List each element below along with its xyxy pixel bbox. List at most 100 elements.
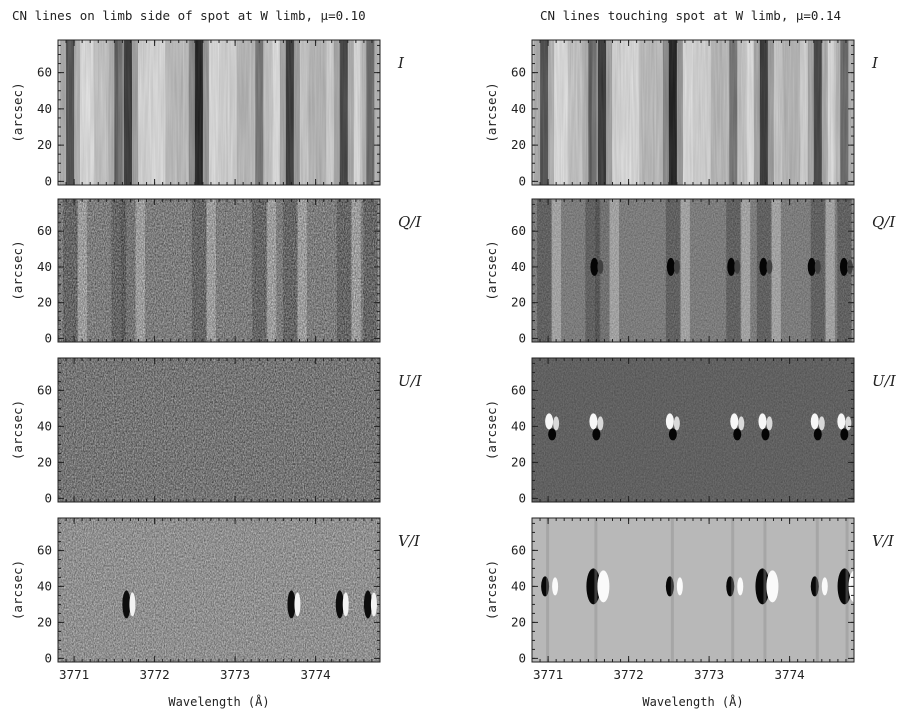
x-tick-label: 3772	[614, 667, 644, 682]
panel-label: I	[397, 54, 405, 72]
spectral-image	[58, 358, 380, 502]
y-tick-label: 40	[37, 418, 52, 433]
v-signature	[837, 568, 852, 605]
y-tick-label: 20	[511, 295, 526, 310]
y-tick-label: 0	[518, 650, 526, 665]
panel-u-i: 0 20 40 60 (arcsec) U/I	[484, 357, 897, 505]
y-axis-label: (arcsec)	[10, 560, 25, 620]
y-tick-label: 20	[511, 454, 526, 469]
x-tick-label: 3774	[775, 667, 805, 682]
x-tick-label: 3772	[140, 667, 170, 682]
panel-label: Q/I	[872, 213, 896, 231]
zeeman-signature	[837, 413, 846, 430]
panel-label: Q/I	[398, 213, 422, 231]
y-axis-label: (arcsec)	[484, 82, 499, 142]
x-axis-label: Wavelength (Å)	[642, 694, 743, 709]
y-axis-label: (arcsec)	[10, 240, 25, 300]
x-tick-label: 3771	[533, 667, 563, 682]
v-signature	[122, 590, 131, 619]
panel-u-i: 0 20 40 60 (arcsec) U/I	[10, 357, 423, 505]
y-tick-label: 0	[518, 173, 526, 188]
y-tick-label: 40	[511, 578, 526, 593]
y-tick-label: 60	[37, 223, 52, 238]
zeeman-signature	[590, 257, 599, 276]
x-tick-label: 3774	[301, 667, 331, 682]
y-tick-label: 40	[511, 101, 526, 116]
y-tick-label: 40	[511, 418, 526, 433]
zeeman-signature	[807, 257, 816, 276]
y-tick-label: 20	[37, 454, 52, 469]
zeeman-signature	[727, 257, 736, 276]
panel-i: 0 20 40 60 (arcsec) I	[10, 39, 405, 188]
panel-v-i: 0 20 40 60 3771 3772 3773 3774 (arcsec) V/I	[10, 517, 421, 682]
spectral-image	[532, 358, 854, 502]
zeeman-signature	[758, 413, 767, 430]
y-tick-label: 20	[511, 614, 526, 629]
y-axis-label: (arcsec)	[10, 400, 25, 460]
zeeman-signature	[759, 257, 768, 276]
zeeman-signature	[666, 257, 675, 276]
y-tick-label: 60	[511, 382, 526, 397]
y-tick-label: 20	[37, 614, 52, 629]
zeeman-signature	[839, 257, 848, 276]
zeeman-signature	[810, 413, 819, 430]
v-signature	[726, 576, 735, 597]
panel-v-i: 0 20 40 60 3771 3772 3773 3774 (arcsec) V/I	[484, 517, 895, 682]
panel-label: V/I	[872, 532, 895, 550]
panel-i: 0 20 40 60 (arcsec) I	[484, 39, 879, 188]
y-tick-label: 20	[37, 137, 52, 152]
panel-q-i: 0 20 40 60 (arcsec) Q/I	[484, 198, 896, 345]
y-axis-label: (arcsec)	[484, 560, 499, 620]
y-tick-label: 60	[511, 65, 526, 80]
y-tick-label: 40	[37, 578, 52, 593]
y-tick-label: 0	[44, 650, 52, 665]
y-tick-label: 60	[37, 65, 52, 80]
y-tick-label: 20	[37, 295, 52, 310]
x-tick-label: 3773	[220, 667, 250, 682]
v-signature	[287, 590, 296, 619]
panel-label: V/I	[398, 532, 421, 550]
chart-title: CN lines touching spot at W limb, μ=0.14	[540, 8, 841, 23]
y-tick-label: 60	[37, 382, 52, 397]
y-tick-label: 0	[518, 490, 526, 505]
y-tick-label: 0	[518, 330, 526, 345]
y-tick-label: 40	[511, 259, 526, 274]
zeeman-signature	[665, 413, 674, 430]
y-tick-label: 60	[511, 223, 526, 238]
y-axis-label: (arcsec)	[10, 82, 25, 142]
y-axis-label: (arcsec)	[484, 240, 499, 300]
y-tick-label: 40	[37, 259, 52, 274]
zeeman-signature	[589, 413, 598, 430]
x-axis-label: Wavelength (Å)	[168, 694, 269, 709]
v-signature	[586, 568, 601, 605]
chart-title: CN lines on limb side of spot at W limb,…	[12, 8, 366, 23]
v-signature	[363, 590, 372, 619]
spectral-image	[58, 518, 380, 662]
y-tick-label: 40	[37, 101, 52, 116]
spectral-image	[58, 40, 380, 185]
spectral-image	[58, 199, 380, 342]
y-axis-label: (arcsec)	[484, 400, 499, 460]
spectral-image	[532, 199, 854, 342]
v-signature	[810, 576, 819, 597]
zeeman-signature	[730, 413, 739, 430]
panel-label: U/I	[398, 372, 423, 390]
y-tick-label: 20	[511, 137, 526, 152]
y-tick-label: 0	[44, 173, 52, 188]
spectral-image	[532, 40, 854, 185]
panel-label: U/I	[872, 372, 897, 390]
v-signature	[541, 576, 550, 597]
zeeman-signature	[545, 413, 554, 430]
v-signature	[665, 576, 674, 597]
y-tick-label: 60	[511, 542, 526, 557]
y-tick-label: 0	[44, 490, 52, 505]
x-tick-label: 3773	[694, 667, 724, 682]
panel-q-i: 0 20 40 60 (arcsec) Q/I	[10, 198, 422, 345]
v-signature	[755, 568, 770, 605]
spectral-image	[532, 518, 854, 662]
v-signature	[335, 590, 344, 619]
y-tick-label: 60	[37, 542, 52, 557]
y-tick-label: 0	[44, 330, 52, 345]
panel-label: I	[871, 54, 879, 72]
